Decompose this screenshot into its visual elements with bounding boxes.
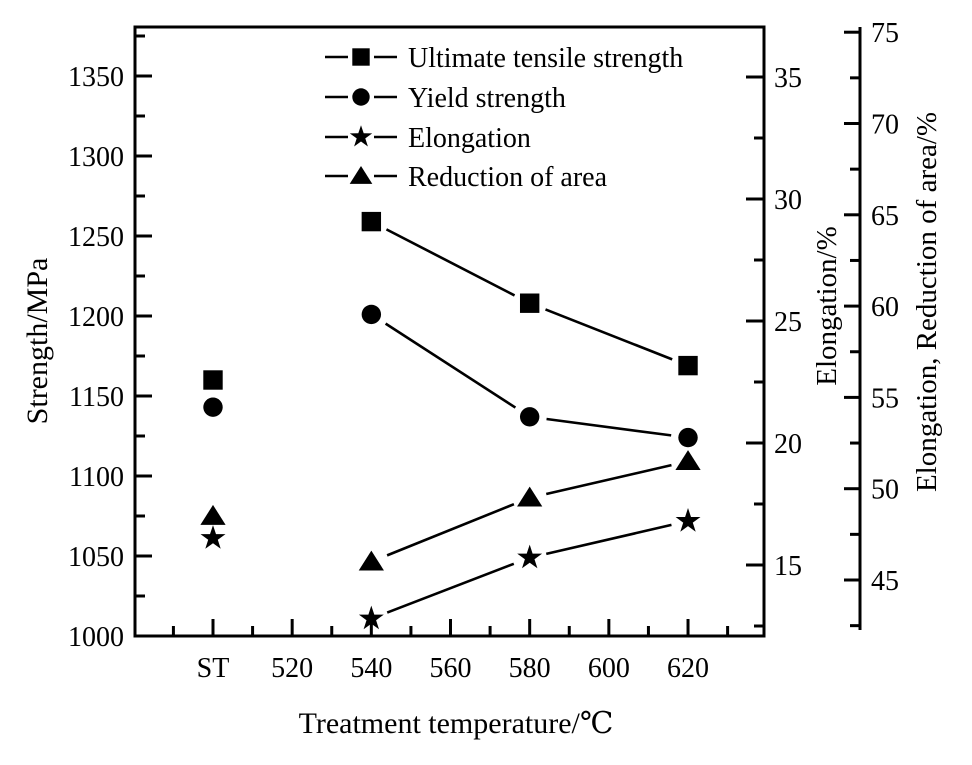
legend-label: Reduction of area	[408, 162, 608, 193]
circle-marker	[519, 407, 540, 427]
plot-border	[133, 25, 766, 638]
right-outer-axis-tick-label: 70	[871, 110, 899, 141]
x-axis-tick-label: 520	[271, 653, 313, 684]
triangle-marker	[200, 504, 226, 525]
star-marker	[358, 605, 384, 630]
legend-item: Elongation	[325, 123, 531, 154]
left-axis-tick-label: 1200	[68, 302, 124, 333]
x-axis-tick-label: ST	[197, 653, 230, 684]
x-axis-tick-label: 620	[667, 653, 709, 684]
square-marker	[352, 48, 370, 66]
legend-item: Yield strength	[325, 83, 566, 114]
right-outer-axis-tick-label: 75	[871, 18, 899, 49]
triangle-marker	[517, 486, 543, 507]
right-inner-axis-tick-label: 30	[774, 185, 802, 216]
left-axis-tick-label: 1350	[68, 62, 124, 93]
circle-marker	[678, 427, 698, 448]
x-axis-tick-label: 560	[430, 653, 472, 684]
left-axis-title: Strength/MPa	[21, 258, 54, 425]
series-line	[385, 228, 516, 297]
series-line	[546, 417, 672, 437]
right-inner-axis-title: Elongation/%	[811, 226, 843, 385]
series-line	[545, 523, 672, 556]
star-marker	[349, 125, 373, 147]
x-axis-tick-label: 580	[509, 653, 551, 684]
left-axis-tick-label: 1300	[68, 142, 124, 173]
star-marker	[517, 544, 543, 569]
series-square	[203, 211, 698, 390]
star-marker	[675, 508, 701, 532]
series-line	[545, 308, 673, 361]
left-axis-tick-label: 1100	[69, 462, 124, 493]
axis-ticks	[136, 30, 859, 638]
legend-label: Ultimate tensile strength	[408, 43, 683, 74]
legend-item: Reduction of area	[325, 162, 608, 193]
left-axis-tick-label: 1000	[68, 622, 124, 653]
series-line	[545, 463, 672, 496]
series-star	[200, 508, 701, 630]
legend-item: Ultimate tensile strength	[325, 43, 683, 74]
right-outer-axis-tick-label: 65	[871, 201, 899, 232]
triangle-marker	[349, 165, 373, 184]
legend: Ultimate tensile strength Yield strength E…	[325, 43, 683, 193]
right-inner-axis-tick-label: 25	[774, 307, 802, 338]
square-marker	[361, 211, 382, 232]
right-inner-axis-tick-label: 20	[774, 429, 802, 460]
circle-marker	[203, 397, 223, 417]
triangle-marker	[358, 550, 384, 571]
star-marker	[200, 525, 226, 549]
right-inner-axis-tick-label: 35	[774, 63, 802, 94]
right-outer-axis-tick-label: 60	[871, 292, 899, 323]
square-marker	[519, 293, 540, 313]
left-axis-tick-label: 1250	[68, 222, 124, 253]
x-axis-title: Treatment temperature/℃	[299, 707, 614, 740]
right-inner-axis-tick-label: 15	[774, 551, 802, 582]
right-outer-axis-tick-label: 50	[871, 475, 899, 506]
left-axis-tick-label: 1050	[68, 542, 124, 573]
legend-label: Yield strength	[408, 83, 566, 114]
legend-label: Elongation	[408, 123, 531, 154]
circle-marker	[361, 304, 382, 325]
series-line	[384, 322, 517, 409]
right-outer-axis-tick-label: 45	[871, 566, 899, 597]
right-outer-axis-title: Elongation, Reduction of area/%	[911, 112, 943, 492]
triangle-marker	[675, 450, 701, 471]
right-outer-axis-tick-label: 55	[871, 383, 899, 414]
square-marker	[678, 355, 698, 376]
series-triangle	[200, 450, 701, 571]
left-axis-tick-label: 1150	[69, 382, 124, 413]
square-marker	[203, 370, 223, 390]
series-line	[386, 502, 515, 557]
series-line	[386, 562, 515, 614]
circle-marker	[352, 88, 370, 106]
x-axis-tick-label: 540	[350, 653, 392, 684]
series-circle	[203, 304, 698, 448]
x-axis-tick-label: 600	[588, 653, 630, 684]
